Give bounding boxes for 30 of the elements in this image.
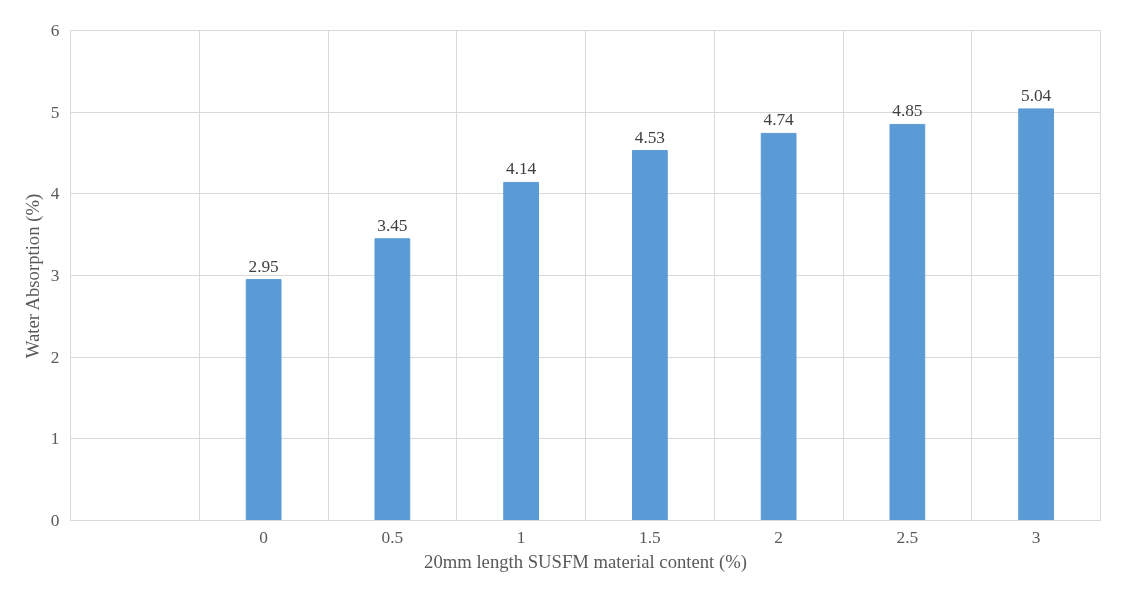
y-tick-label: 0 — [50, 511, 60, 530]
x-tick-label: 0.5 — [381, 527, 404, 547]
x-axis-title: 20mm length SUSFM material content (%) — [424, 550, 747, 573]
data-label: 4.85 — [892, 101, 923, 121]
y-tick-label: 4 — [50, 184, 60, 204]
y-tick-label: 1 — [50, 429, 60, 449]
x-tick-label: 0 — [259, 527, 268, 547]
data-label: 2.95 — [248, 256, 279, 276]
x-tick-label: 3 — [1031, 527, 1041, 547]
x-tick-label: 2.5 — [896, 527, 919, 547]
bar — [889, 123, 926, 521]
bar — [503, 181, 540, 521]
data-label: 4.74 — [763, 110, 795, 130]
bar — [374, 238, 411, 521]
y-tick-label: 5 — [50, 102, 60, 122]
data-label: 3.45 — [377, 215, 408, 235]
x-tick-label: 1.5 — [639, 527, 661, 547]
x-tick-label: 1 — [516, 527, 526, 547]
data-label: 5.04 — [1020, 85, 1052, 105]
y-tick-label: 6 — [50, 21, 60, 40]
bar — [760, 132, 797, 521]
bar — [1018, 108, 1055, 521]
y-tick-label: 3 — [50, 266, 60, 285]
data-label: 4.53 — [634, 127, 666, 147]
bar — [631, 150, 668, 521]
y-tick-label: 2 — [50, 347, 60, 367]
data-label: 4.14 — [505, 159, 537, 179]
x-tick-label: 2 — [774, 527, 783, 547]
y-axis-title: Water Absorption (%) — [21, 193, 44, 359]
bar — [245, 279, 282, 521]
